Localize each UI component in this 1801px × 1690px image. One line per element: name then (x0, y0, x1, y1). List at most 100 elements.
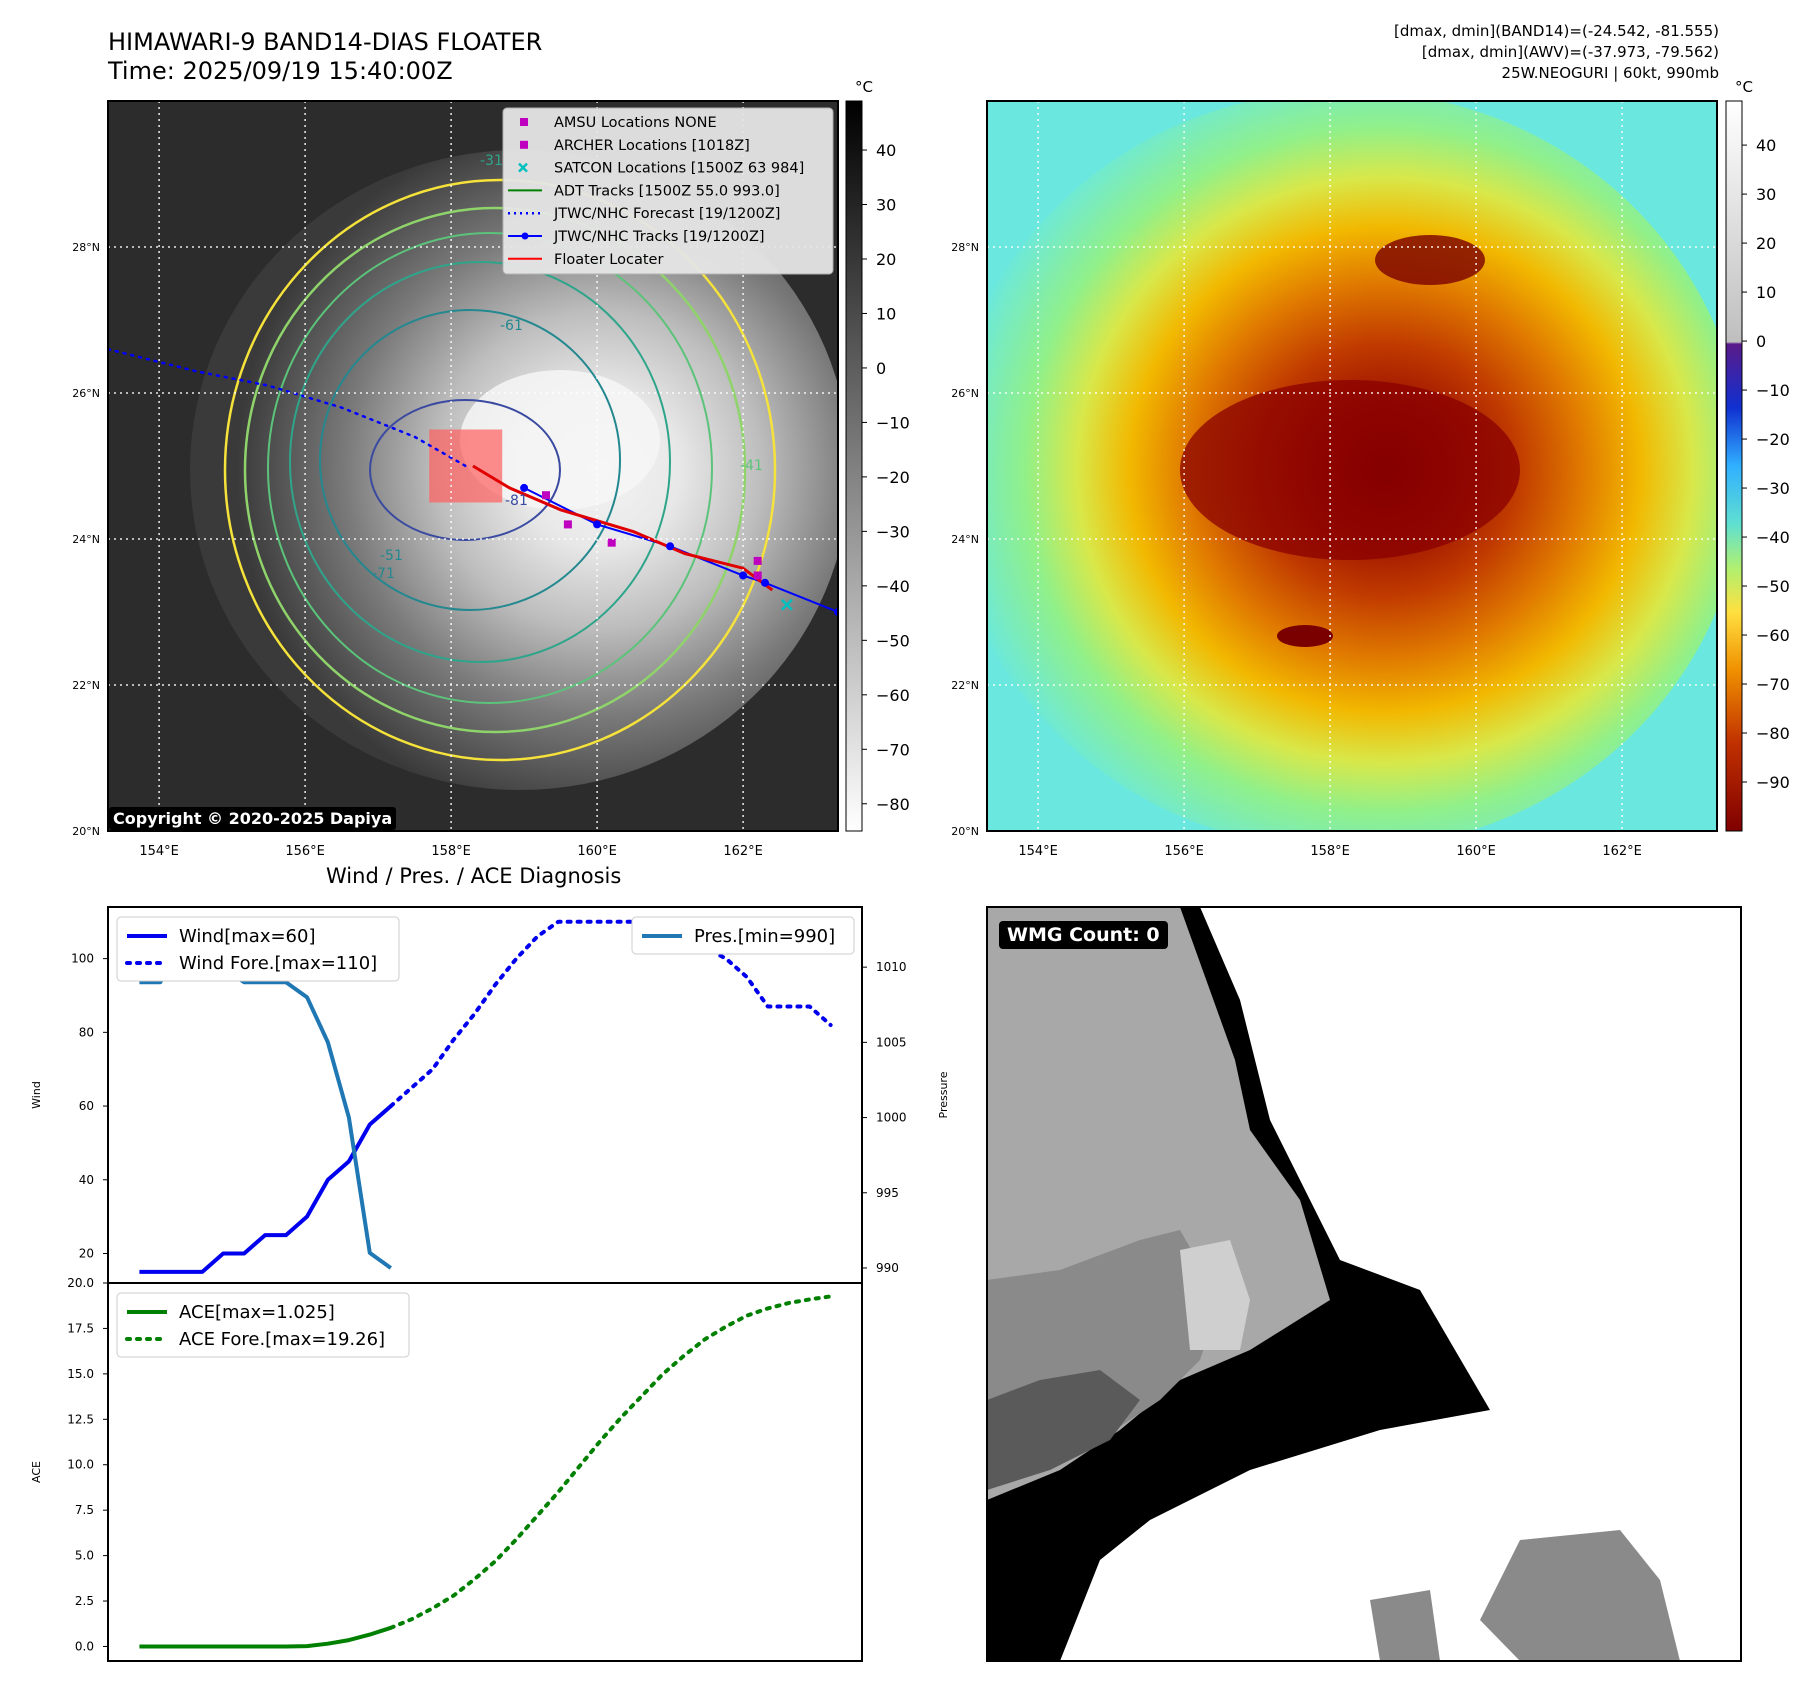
jtwc-track-point (761, 578, 769, 587)
y-tick-label: 2.5 (75, 1594, 94, 1608)
copyright-label: Copyright © 2020-2025 Dapiya (109, 807, 397, 830)
contour-71 (319, 309, 621, 611)
archer-point (753, 556, 762, 565)
lat-tick-label: 28°N (72, 241, 100, 254)
colorbar-tick-label: −40 (876, 577, 910, 596)
legend-item: JTWC/NHC Forecast [19/1200Z] (508, 206, 780, 222)
archer-points (542, 491, 762, 580)
lon-tick-label: 160°E (1456, 844, 1496, 859)
lat-tick-label: 22°N (951, 679, 979, 692)
lon-tick-label: 154°E (139, 844, 179, 859)
legend-item: ADT Tracks [1500Z 55.0 993.0] (508, 183, 780, 199)
legend-item: AMSU Locations NONE (520, 115, 717, 131)
colorbar-tick-label: −20 (1756, 430, 1790, 449)
contour-31 (223, 178, 777, 762)
contour-81 (369, 399, 561, 541)
series-line (388, 919, 833, 1109)
colorbar-tick-label: −10 (1756, 381, 1790, 400)
jtwc-track-point (520, 483, 529, 492)
wmg-light-region (1180, 1240, 1250, 1350)
legend-box (116, 916, 400, 982)
colorbar-tick-label: 30 (1756, 185, 1776, 204)
legend-label: Floater Locater (554, 252, 663, 268)
chart-legend: ACE[max=1.025] ACE Fore.[max=19.26] (116, 1292, 410, 1358)
contour-61 (289, 261, 671, 663)
legend-item: SATCON Locations [1500Z 63 984] (518, 161, 804, 177)
right-map-panel (987, 101, 1717, 831)
colorbar-tick-label: −20 (876, 468, 910, 487)
lon-tick-label: 156°E (1164, 844, 1204, 859)
ir-core (1180, 380, 1520, 560)
colorbar-tick-label: 10 (876, 304, 896, 323)
lat-tick-label: 24°N (951, 533, 979, 546)
y-tick-label: 80 (79, 1025, 94, 1039)
colorbar-tick-label: 40 (1756, 136, 1776, 155)
lat-tick-label: 24°N (72, 533, 100, 546)
figure-title-line1: HIMAWARI-9 BAND14-DIAS FLOATER (108, 28, 543, 56)
y2-axis-label: Pressure (937, 1071, 950, 1118)
colorbar-tick-label: 20 (876, 250, 896, 269)
colorbar-tick-label: −60 (876, 686, 910, 705)
lon-tick-label: 160°E (577, 844, 617, 859)
chart-legend: Wind[max=60] Wind Fore.[max=110] (116, 916, 400, 982)
figure-title-line2: Time: 2025/09/19 15:40:00Z (108, 57, 453, 85)
left-colorbar-unit: °C (855, 78, 873, 96)
jtwc-track-point (666, 542, 675, 551)
legend-marker (521, 232, 529, 240)
legend-label: ARCHER Locations [1018Z] (554, 138, 750, 154)
legend-marker (518, 162, 528, 173)
info-line1: [dmax, dmin](BAND14)=(-24.542, -81.555) (1394, 22, 1719, 40)
y-axis-label: Wind (30, 1081, 43, 1109)
colorbar-tick-label: −80 (1756, 724, 1790, 743)
legend-label: JTWC/NHC Tracks [19/1200Z] (553, 229, 765, 245)
colorbar-tick-label: −10 (876, 413, 910, 432)
wmg-darker-region (987, 1370, 1140, 1490)
wmg-count-label: WMG Count: 0 (999, 921, 1168, 949)
contour-label: -61 (500, 318, 523, 334)
ir-cold-spot (1277, 625, 1333, 647)
y2-tick-label: 1005 (876, 1035, 907, 1049)
legend-label: JTWC/NHC Forecast [19/1200Z] (553, 206, 780, 222)
colorbar-tick-label: 40 (876, 141, 896, 160)
legend-marker (520, 140, 528, 149)
map-tick-labels: 154°E 156°E 158°E 160°E 162°E 28°N 26°N 24°N 22°… (72, 241, 1642, 859)
y-tick-label: 7.5 (75, 1503, 94, 1517)
legend-box (631, 916, 855, 955)
contour-label: -81 (505, 493, 528, 509)
legend-label: AMSU Locations NONE (554, 115, 717, 131)
legend-label: Wind Fore.[max=110] (179, 953, 377, 974)
colorbar-tick-label: 20 (1756, 234, 1776, 253)
contour-label: -51 (380, 548, 403, 564)
colorbar-tick-label: −40 (1756, 528, 1790, 547)
wmg-panel (986, 906, 1742, 1662)
y-tick-label: 0.0 (75, 1639, 94, 1653)
lon-tick-label: 156°E (285, 844, 325, 859)
right-colorbar-unit: °C (1735, 78, 1753, 96)
lat-tick-label: 22°N (72, 679, 100, 692)
left-colorbar (845, 100, 863, 832)
legend-label: ACE[max=1.025] (179, 1302, 335, 1323)
legend-label: Pres.[min=990] (694, 926, 835, 947)
right-colorbar (1725, 100, 1743, 832)
lat-tick-label: 26°N (72, 387, 100, 400)
colorbar-tick-label: −30 (876, 522, 910, 541)
archer-point (542, 491, 550, 500)
y2-tick-label: 1000 (876, 1111, 907, 1125)
legend-item: ARCHER Locations [1018Z] (520, 138, 750, 154)
contour-label: -41 (740, 458, 763, 474)
contour-label: -71 (372, 566, 395, 582)
legend-label: Wind[max=60] (179, 926, 316, 947)
diagnosis-title: Wind / Pres. / ACE Diagnosis (326, 864, 622, 888)
floater-locater-track (472, 464, 774, 592)
info-line3: 25W.NEOGURI | 60kt, 990mb (1501, 64, 1719, 82)
series-line (388, 1294, 833, 1630)
y-tick-label: 20.0 (67, 1276, 94, 1290)
series-line (139, 1104, 393, 1274)
colorbar-ticks: 40 30 20 10 0 −10 −20 −30 −40 −50 −60 −70 −80 40 30 20 1… (862, 136, 1790, 814)
colorbar-tick-label: 0 (876, 359, 886, 378)
y-tick-label: 5.0 (75, 1549, 94, 1563)
legend-box (116, 1292, 410, 1358)
colorbar-tick-label: −30 (1756, 479, 1790, 498)
left-map-frame (107, 100, 839, 832)
